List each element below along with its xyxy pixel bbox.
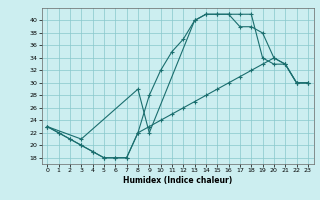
X-axis label: Humidex (Indice chaleur): Humidex (Indice chaleur) [123, 176, 232, 185]
